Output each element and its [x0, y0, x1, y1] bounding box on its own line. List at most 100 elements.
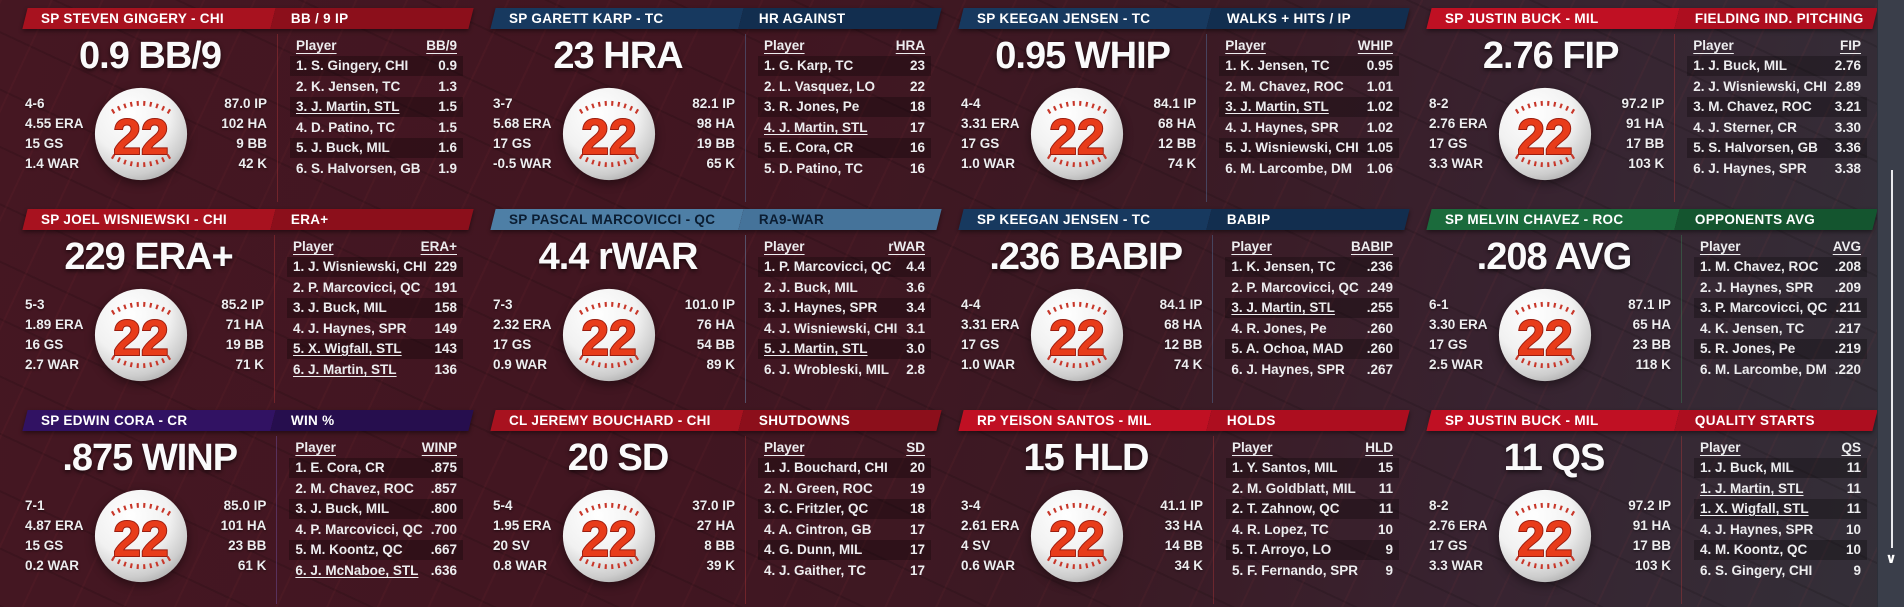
category-header[interactable]: ERA+: [273, 209, 471, 230]
category-header[interactable]: RA9-WAR: [741, 209, 939, 230]
leaderboard-row[interactable]: 6. J. Haynes, SPR .267: [1225, 359, 1399, 380]
leaderboard-row[interactable]: 1. J. Bouchard, CHI 20: [758, 457, 931, 478]
leaderboard-row[interactable]: 4. A. Cintron, GB 17: [758, 519, 931, 540]
category-header[interactable]: FIELDING IND. PITCHING: [1677, 8, 1875, 29]
category-header[interactable]: HR AGAINST: [741, 8, 939, 29]
player-header[interactable]: SP MELVIN CHAVEZ - ROC: [1429, 209, 1677, 230]
leaderboard-row[interactable]: 2. J. Wisniewski, CHI 2.89: [1687, 76, 1867, 97]
leaderboard-row[interactable]: 3. J. Haynes, SPR 3.4: [758, 297, 931, 318]
leaderboard-row[interactable]: 6. J. Wrobleski, MIL 2.8: [758, 359, 931, 380]
leaderboard-row[interactable]: 1. M. Chavez, ROC .208: [1693, 256, 1867, 277]
leaderboard-row[interactable]: 6. J. Haynes, SPR 3.38: [1687, 158, 1867, 179]
scrollbar-thumb[interactable]: [1891, 170, 1893, 548]
leaderboard-row[interactable]: 6. S. Gingery, CHI 9: [1694, 560, 1867, 581]
category-header[interactable]: QUALITY STARTS: [1677, 410, 1875, 431]
leaderboard-row[interactable]: 2. N. Green, ROC 19: [758, 478, 931, 499]
leaderboard-row[interactable]: 6. J. Martin, STL 136: [287, 359, 463, 380]
leaderboard-row[interactable]: 5. J. Martin, STL 3.0: [758, 338, 931, 359]
player-header[interactable]: SP JOEL WISNIEWSKI - CHI: [25, 209, 273, 230]
leaderboard-row[interactable]: 5. F. Fernando, SPR 9: [1226, 560, 1399, 581]
leaderboard-row[interactable]: 2. J. Haynes, SPR .209: [1694, 277, 1867, 298]
category-header[interactable]: OPPONENTS AVG: [1677, 209, 1875, 230]
player-header[interactable]: CL JEREMY BOUCHARD - CHI: [493, 410, 741, 431]
leaderboard-row[interactable]: 6. J. McNaboe, STL .636: [289, 560, 463, 581]
leaderboard-row[interactable]: 5. T. Arroyo, LO 9: [1226, 539, 1399, 560]
leaderboard-row[interactable]: 4. J. Wisniewski, CHI 3.1: [758, 318, 931, 339]
leaderboard-row[interactable]: 2. J. Buck, MIL 3.6: [758, 277, 931, 298]
leaderboard-row[interactable]: 2. M. Chavez, ROC 1.01: [1219, 76, 1399, 97]
leaderboard-row[interactable]: 1. J. Buck, MIL 2.76: [1687, 55, 1867, 76]
leaderboard-row[interactable]: 3. R. Jones, Pe 18: [758, 96, 931, 117]
leaderboard-row[interactable]: 5. X. Wigfall, STL 143: [287, 338, 463, 359]
player-header[interactable]: SP GARETT KARP - TC: [493, 8, 741, 29]
leaderboard-row[interactable]: 4. J. Haynes, SPR 1.02: [1219, 117, 1399, 138]
leaderboard-row[interactable]: 4. D. Patino, TC 1.5: [290, 117, 463, 138]
leaderboard-row[interactable]: 2. P. Marcovicci, QC 191: [287, 277, 463, 298]
leaderboard-row[interactable]: 2. P. Marcovicci, QC .249: [1225, 277, 1399, 298]
leaderboard-row[interactable]: 4. R. Lopez, TC 10: [1226, 519, 1399, 540]
leaderboard-row[interactable]: 1. Y. Santos, MIL 15: [1226, 457, 1399, 478]
leaderboard-row[interactable]: 1. S. Gingery, CHI 0.9: [290, 55, 463, 76]
leaderboard-row[interactable]: 4. J. Sterner, CR 3.30: [1687, 117, 1867, 138]
leaderboard-row[interactable]: 4. P. Marcovicci, QC .700: [289, 519, 463, 540]
leaderboard-row[interactable]: 3. J. Martin, STL 1.02: [1219, 96, 1399, 117]
player-header[interactable]: SP JUSTIN BUCK - MIL: [1429, 8, 1677, 29]
leaderboard-row[interactable]: 2. M. Goldblatt, MIL 11: [1226, 478, 1399, 499]
leaderboard-row[interactable]: 1. X. Wigfall, STL 11: [1694, 498, 1867, 519]
leaderboard-row[interactable]: 1. G. Karp, TC 23: [758, 55, 931, 76]
leaderboard-row[interactable]: 5. D. Patino, TC 16: [758, 158, 931, 179]
leaderboard-row[interactable]: 3. M. Chavez, ROC 3.21: [1687, 96, 1867, 117]
leaderboard-row[interactable]: 5. J. Buck, MIL 1.6: [290, 137, 463, 158]
scroll-down-icon[interactable]: ∨: [1885, 550, 1897, 566]
category-header[interactable]: HOLDS: [1209, 410, 1407, 431]
leaderboard-row[interactable]: 3. P. Marcovicci, QC .211: [1693, 297, 1867, 318]
leaderboard-row[interactable]: 2. L. Vasquez, LO 22: [758, 76, 931, 97]
leaderboard-row[interactable]: 5. R. Jones, Pe .219: [1693, 338, 1867, 359]
leaderboard-row[interactable]: 6. M. Larcombe, DM .220: [1694, 359, 1867, 380]
leaderboard-row[interactable]: 5. S. Halvorsen, GB 3.36: [1687, 137, 1867, 158]
leaderboard-row[interactable]: 5. A. Ochoa, MAD .260: [1225, 338, 1399, 359]
leaderboard-row[interactable]: 6. S. Halvorsen, GB 1.9: [290, 158, 463, 179]
player-header[interactable]: SP KEEGAN JENSEN - TC: [961, 8, 1209, 29]
leaderboard-row[interactable]: 4. J. Haynes, SPR 10: [1694, 519, 1867, 540]
leaderboard-row[interactable]: 4. J. Gaither, TC 17: [758, 560, 931, 581]
leaderboard-row[interactable]: 1. J. Martin, STL 11: [1694, 478, 1867, 499]
leaderboard-row[interactable]: 4. J. Haynes, SPR 149: [287, 318, 463, 339]
category-header[interactable]: BABIP: [1209, 209, 1407, 230]
walks-stat: 17 BB: [1626, 136, 1665, 152]
player-header[interactable]: SP STEVEN GINGERY - CHI: [25, 8, 273, 29]
leaderboard-row[interactable]: 3. C. Fritzler, QC 18: [758, 498, 931, 519]
leaderboard-row[interactable]: 1. P. Marcovicci, QC 4.4: [758, 256, 931, 277]
leaderboard-row[interactable]: 5. M. Koontz, QC .667: [289, 539, 463, 560]
leaderboard-row[interactable]: 2. K. Jensen, TC 1.3: [290, 76, 463, 97]
leaderboard-row[interactable]: 1. K. Jensen, TC 0.95: [1219, 55, 1399, 76]
category-header[interactable]: SHUTDOWNS: [741, 410, 939, 431]
player-header[interactable]: SP JUSTIN BUCK - MIL: [1429, 410, 1677, 431]
leaderboard-row[interactable]: 1. K. Jensen, TC .236: [1225, 256, 1399, 277]
leaderboard-row[interactable]: 5. E. Cora, CR 16: [758, 137, 931, 158]
leaderboard-row[interactable]: 2. T. Zahnow, QC 11: [1226, 498, 1399, 519]
leaderboard-row[interactable]: 4. M. Koontz, QC 10: [1694, 539, 1867, 560]
player-header[interactable]: RP YEISON SANTOS - MIL: [961, 410, 1209, 431]
leaderboard-row[interactable]: 1. J. Wisniewski, CHI 229: [287, 256, 463, 277]
player-header[interactable]: SP EDWIN CORA - CR: [25, 410, 273, 431]
scrollbar[interactable]: ∨: [1877, 0, 1904, 607]
leaderboard-row[interactable]: 2. M. Chavez, ROC .857: [289, 478, 463, 499]
player-header[interactable]: SP KEEGAN JENSEN - TC: [961, 209, 1209, 230]
leaderboard-row[interactable]: 3. J. Martin, STL .255: [1225, 297, 1399, 318]
leaderboard-row[interactable]: 3. J. Buck, MIL 158: [287, 297, 463, 318]
leaderboard-row[interactable]: 6. M. Larcombe, DM 1.06: [1219, 158, 1399, 179]
leaderboard-row[interactable]: 4. R. Jones, Pe .260: [1225, 318, 1399, 339]
category-header[interactable]: WALKS + HITS / IP: [1209, 8, 1407, 29]
category-header[interactable]: BB / 9 IP: [273, 8, 471, 29]
leaderboard-row[interactable]: 1. E. Cora, CR .875: [289, 457, 463, 478]
leaderboard-row[interactable]: 5. J. Wisniewski, CHI 1.05: [1219, 137, 1399, 158]
leaderboard-row[interactable]: 4. J. Martin, STL 17: [758, 117, 931, 138]
leaderboard-row[interactable]: 4. G. Dunn, MIL 17: [758, 539, 931, 560]
player-header[interactable]: SP PASCAL MARCOVICCI - QC: [493, 209, 741, 230]
leaderboard-row[interactable]: 1. J. Buck, MIL 11: [1694, 457, 1867, 478]
leaderboard-row[interactable]: 3. J. Martin, STL 1.5: [290, 96, 463, 117]
leaderboard-row[interactable]: 3. J. Buck, MIL .800: [289, 498, 463, 519]
leaderboard-row[interactable]: 4. K. Jensen, TC .217: [1694, 318, 1867, 339]
category-header[interactable]: WIN %: [273, 410, 471, 431]
